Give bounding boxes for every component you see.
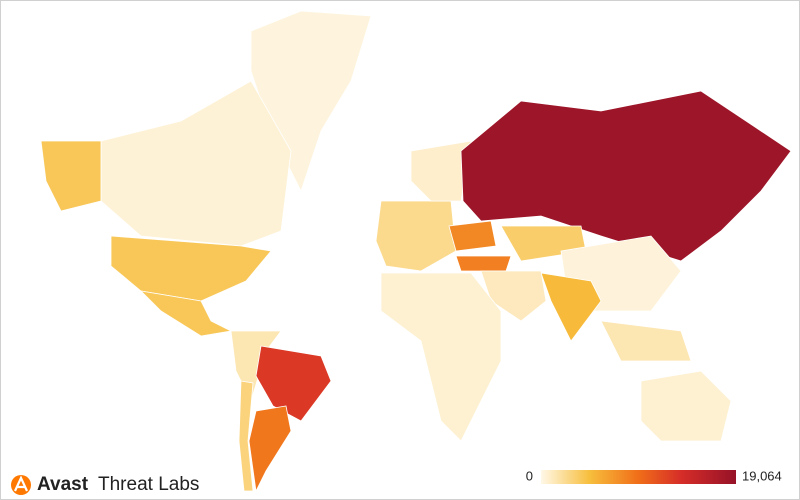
brand-name: Avast <box>37 474 89 495</box>
region <box>255 345 332 422</box>
region <box>600 320 692 362</box>
region <box>248 405 292 493</box>
legend-tick-label: 0 <box>526 468 533 483</box>
region <box>410 140 472 202</box>
region <box>238 380 254 492</box>
logo-mark <box>14 475 28 492</box>
region <box>448 220 497 252</box>
legend-bar <box>541 470 736 484</box>
region <box>375 200 457 272</box>
brand-product: Threat Labs <box>98 474 199 495</box>
legend-tick-label: 19,064 <box>742 468 782 483</box>
region <box>380 272 502 442</box>
region <box>455 255 512 272</box>
region <box>460 90 792 262</box>
regions <box>40 10 792 493</box>
region <box>640 370 732 442</box>
logo: Avast Threat Labs <box>11 474 199 495</box>
region <box>40 140 102 212</box>
region <box>110 235 272 302</box>
region <box>540 272 602 342</box>
region <box>100 80 292 247</box>
